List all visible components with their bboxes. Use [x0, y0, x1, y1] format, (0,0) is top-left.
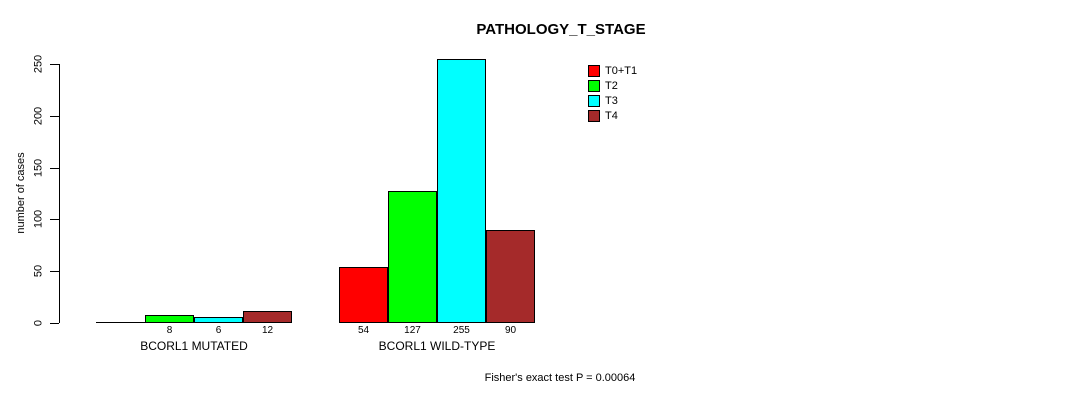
y-tick-label: 0	[32, 319, 45, 327]
y-tick-label: 200	[32, 106, 45, 126]
bar-value-label: 6	[215, 325, 222, 336]
legend-item: T0+T1	[588, 65, 637, 77]
legend-label: T3	[605, 94, 618, 107]
y-axis-line	[59, 64, 60, 323]
bar-t3	[437, 59, 486, 323]
y-tick	[50, 64, 59, 65]
y-tick	[50, 323, 59, 324]
bar-value-label: 12	[261, 325, 274, 336]
chart-title: PATHOLOGY_T_STAGE	[476, 21, 646, 38]
legend-item: T2	[588, 80, 637, 92]
legend-item: T3	[588, 95, 637, 107]
y-tick	[50, 168, 59, 169]
legend-label: T0+T1	[605, 64, 638, 77]
bar-value-label: 90	[504, 325, 517, 336]
y-tick	[50, 219, 59, 220]
legend-swatch-icon	[588, 65, 600, 77]
legend-label: T4	[605, 109, 618, 122]
bar-t2	[388, 191, 437, 323]
bar-t0+t1	[96, 322, 145, 323]
y-tick-label: 50	[32, 264, 45, 278]
bar-t2	[145, 315, 194, 323]
legend: T0+T1 T2 T3 T4	[588, 65, 637, 125]
bar-value-label: 8	[166, 325, 173, 336]
bar-t0+t1	[339, 267, 388, 323]
bar-t4	[243, 311, 292, 323]
y-tick	[50, 271, 59, 272]
legend-item: T4	[588, 110, 637, 122]
bar-value-label: 255	[453, 325, 470, 336]
fisher-test-statistic: Fisher's exact test P = 0.00064	[484, 372, 636, 384]
y-tick-label: 250	[32, 54, 45, 74]
x-group-label: BCORL1 MUTATED	[140, 339, 248, 353]
y-tick	[50, 116, 59, 117]
legend-swatch-icon	[588, 80, 600, 92]
x-group-label: BCORL1 WILD-TYPE	[378, 339, 496, 353]
legend-swatch-icon	[588, 95, 600, 107]
legend-swatch-icon	[588, 110, 600, 122]
y-tick-label: 150	[32, 158, 45, 178]
bar-value-label: 127	[404, 325, 421, 336]
legend-label: T2	[605, 79, 618, 92]
bar-value-label: 54	[357, 325, 370, 336]
y-tick-label: 100	[32, 209, 45, 229]
bar-t3	[194, 317, 243, 323]
bar-t4	[486, 230, 535, 323]
